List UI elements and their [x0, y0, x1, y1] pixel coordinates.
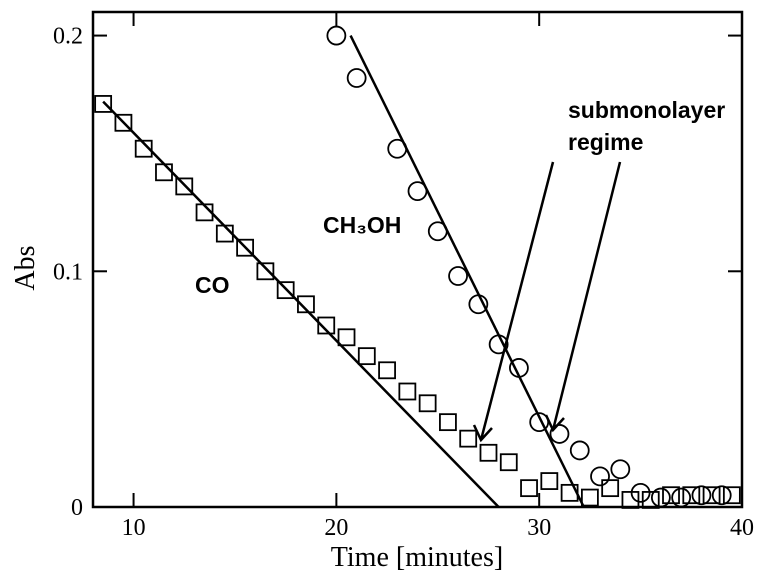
marker — [610, 459, 631, 480]
marker — [346, 68, 367, 88]
marker — [630, 482, 651, 503]
x-tick-label: 30 — [527, 515, 551, 541]
arrow — [479, 161, 555, 441]
marker — [662, 486, 680, 505]
arrow — [551, 161, 622, 431]
marker — [297, 295, 315, 314]
y-tick-label: 0.1 — [53, 259, 83, 285]
marker — [641, 491, 660, 509]
series-label: CO — [195, 272, 230, 298]
marker — [722, 486, 741, 505]
marker — [448, 266, 468, 286]
marker — [529, 412, 550, 433]
marker — [459, 429, 478, 448]
annotation: submonolayer — [568, 97, 725, 123]
marker — [195, 203, 214, 222]
fit-line — [349, 35, 585, 508]
marker — [155, 163, 173, 182]
marker — [317, 316, 336, 335]
marker — [276, 281, 295, 300]
marker — [601, 479, 620, 498]
marker — [427, 221, 448, 242]
marker — [256, 262, 275, 281]
marker — [702, 486, 721, 505]
marker — [337, 328, 356, 347]
marker — [499, 453, 518, 472]
marker — [509, 358, 529, 378]
marker — [488, 334, 509, 355]
marker — [711, 485, 732, 506]
marker — [580, 488, 599, 507]
annotation: regime — [568, 129, 643, 155]
marker — [398, 382, 417, 401]
marker — [682, 486, 701, 505]
marker — [236, 238, 255, 257]
marker — [479, 443, 498, 462]
marker — [520, 479, 538, 498]
marker — [540, 472, 559, 490]
marker — [621, 491, 640, 509]
marker — [691, 485, 712, 506]
marker — [590, 466, 610, 487]
marker — [569, 440, 590, 461]
marker — [439, 413, 457, 432]
x-tick-label: 40 — [730, 515, 754, 541]
y-tick-label: 0.2 — [53, 24, 83, 50]
x-axis-title: Time [minutes] — [331, 542, 503, 573]
marker — [378, 361, 396, 380]
marker — [326, 25, 347, 46]
marker — [549, 424, 570, 444]
x-tick-label: 10 — [122, 515, 146, 541]
marker — [387, 138, 408, 159]
y-axis-title: Abs — [10, 245, 41, 290]
marker — [357, 347, 376, 366]
marker — [175, 177, 194, 196]
fit-line — [102, 100, 500, 508]
plot-frame — [91, 10, 744, 509]
y-tick-label: 0 — [71, 495, 83, 521]
marker — [468, 294, 489, 315]
marker — [114, 113, 133, 132]
marker — [407, 181, 428, 202]
marker — [671, 487, 692, 508]
x-tick-label: 20 — [324, 515, 348, 541]
marker — [418, 394, 437, 413]
marker — [134, 139, 153, 158]
arrows — [472, 161, 622, 443]
series-label: CH₃OH — [323, 212, 401, 238]
marker — [215, 224, 234, 243]
marker — [650, 487, 671, 508]
marker — [94, 95, 113, 113]
